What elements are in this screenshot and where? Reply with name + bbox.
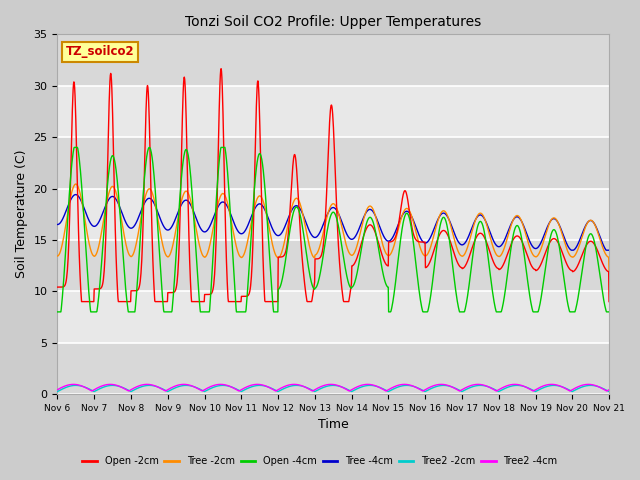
Y-axis label: Soil Temperature (C): Soil Temperature (C) bbox=[15, 150, 28, 278]
Bar bbox=[58, 240, 609, 291]
X-axis label: Time: Time bbox=[318, 419, 349, 432]
Bar bbox=[58, 86, 609, 137]
Bar bbox=[58, 343, 609, 394]
Bar bbox=[58, 189, 609, 240]
Bar bbox=[58, 291, 609, 343]
Title: Tonzi Soil CO2 Profile: Upper Temperatures: Tonzi Soil CO2 Profile: Upper Temperatur… bbox=[185, 15, 481, 29]
Bar bbox=[58, 137, 609, 189]
Bar bbox=[58, 35, 609, 86]
Legend: Open -2cm, Tree -2cm, Open -4cm, Tree -4cm, Tree2 -2cm, Tree2 -4cm: Open -2cm, Tree -2cm, Open -4cm, Tree -4… bbox=[79, 453, 561, 470]
Text: TZ_soilco2: TZ_soilco2 bbox=[66, 45, 134, 58]
